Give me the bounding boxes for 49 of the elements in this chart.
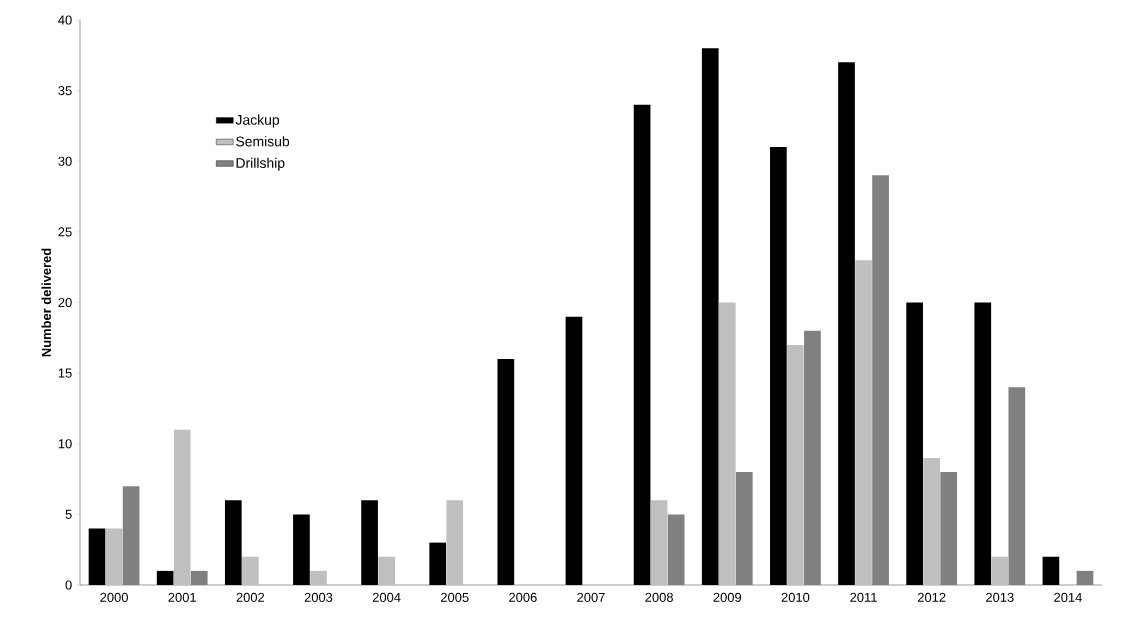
y-tick-label: 15 [58,368,72,378]
y-tick-label: 0 [65,580,72,590]
bar [872,175,889,585]
bar [173,429,191,585]
bar [940,472,958,585]
x-tick-label: 2005 [440,592,469,602]
bar [718,302,736,585]
bar [855,260,872,585]
bar [122,486,140,585]
y-tick-label: 10 [58,439,72,449]
bar [923,457,941,585]
x-tick-label: 2006 [509,592,537,602]
bar [310,570,327,585]
y-tick-label: 35 [58,86,72,96]
bar [105,528,123,585]
x-tick-label: 2010 [781,592,810,602]
y-tick-label: 40 [58,15,72,25]
bar [787,344,804,585]
bar [446,500,464,585]
bar [1008,387,1026,585]
bar [1076,570,1094,585]
y-tick-label: 5 [65,509,72,519]
legend-label: Semisub [236,136,290,147]
bar [991,556,1009,585]
x-tick-label: 2004 [372,592,401,602]
x-tick-label: 2001 [168,592,196,602]
bar [650,500,668,585]
y-tick-label: 20 [58,297,72,308]
legend-label: Drillship [236,157,285,171]
bar [378,556,395,585]
x-tick-label: 2014 [1054,592,1082,602]
bar [667,514,685,585]
legend-label: Jackup [235,114,280,128]
bar [804,330,821,585]
x-tick-label: 2007 [577,592,605,602]
x-tick-label: 2012 [917,592,946,602]
bar [241,556,259,585]
y-axis-title: Number delivered [41,248,51,357]
x-tick-label: 2002 [236,592,265,602]
bar [190,570,208,585]
y-tick-label: 25 [58,227,72,237]
x-tick-label: 2011 [850,592,877,602]
x-tick-label: 2003 [304,592,333,602]
x-tick-label: 2009 [713,592,742,602]
x-tick-label: 2000 [100,592,128,602]
x-tick-label: 2008 [645,592,673,602]
bar [735,472,753,585]
y-tick-label: 30 [58,156,72,166]
x-tick-label: 2013 [986,592,1014,602]
